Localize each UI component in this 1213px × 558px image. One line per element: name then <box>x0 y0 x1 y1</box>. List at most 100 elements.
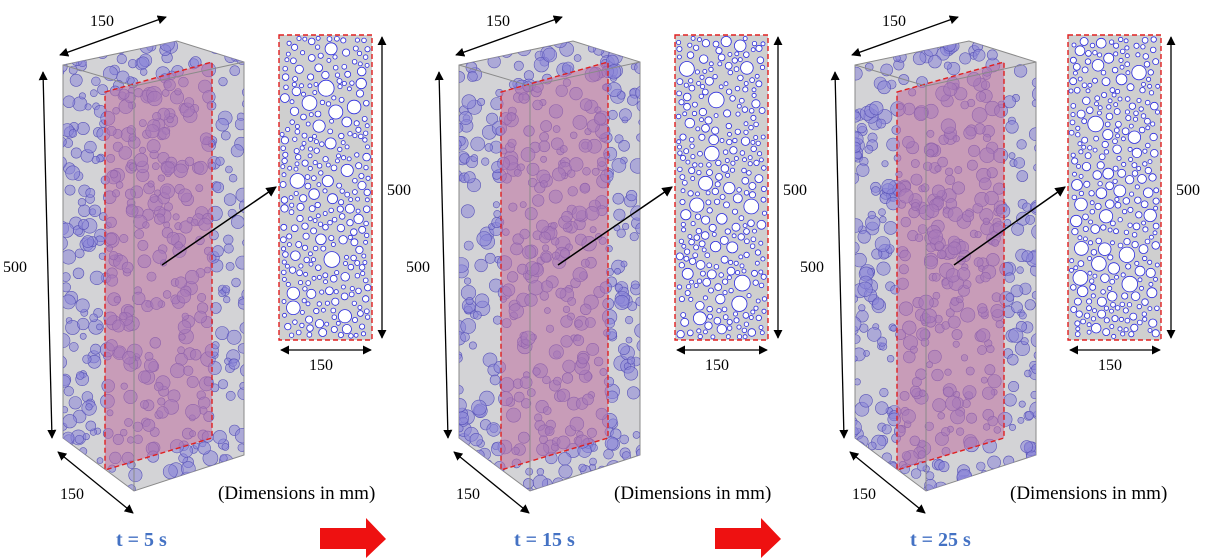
aggregate-particle <box>609 470 619 480</box>
section-particle <box>349 80 355 86</box>
aggregate-particle <box>1003 455 1015 467</box>
section-particle <box>305 121 311 127</box>
section-particle <box>1153 276 1158 282</box>
aggregate-particle <box>559 483 571 491</box>
aggregate-particle <box>231 215 244 229</box>
section-particle <box>340 140 346 146</box>
aggregate-particle <box>523 478 534 489</box>
aggregate-particle <box>588 41 597 45</box>
aggregate-particle <box>635 296 640 307</box>
section-particle <box>1083 312 1091 319</box>
section-particle <box>1133 110 1139 116</box>
section-particle <box>346 86 352 92</box>
aggregate-particle <box>63 406 69 414</box>
section-particle <box>678 99 685 106</box>
depth-dimension-arrow <box>455 15 563 57</box>
section-particle <box>755 140 761 146</box>
section-particle <box>696 328 702 334</box>
section-particle <box>335 320 341 326</box>
aggregate-particle <box>223 296 231 304</box>
section-particle <box>305 315 314 324</box>
section-pointer-arrow <box>557 186 673 266</box>
section-particle <box>1102 129 1114 141</box>
section-particle <box>343 261 348 266</box>
section-particle <box>749 108 755 114</box>
section-particle <box>317 79 335 97</box>
aggregate-particle <box>637 45 640 57</box>
section-particle <box>733 317 740 324</box>
section-particle <box>296 269 303 277</box>
depth-label: 150 <box>90 13 114 30</box>
section-particle <box>752 228 757 234</box>
section-particle <box>718 84 724 90</box>
aggregate-particle <box>218 379 229 390</box>
section-particle <box>1113 127 1120 133</box>
section-particle <box>1089 208 1095 215</box>
section-particle <box>363 308 370 315</box>
section-particle <box>311 175 317 181</box>
aggregate-particle <box>1005 120 1019 134</box>
section-particle <box>690 221 696 227</box>
aggregate-particle <box>879 387 889 398</box>
aggregate-particle <box>486 422 501 437</box>
aggregate-particle <box>1003 393 1017 407</box>
section-particle <box>1107 285 1113 291</box>
section-particle <box>720 164 730 173</box>
section-particle <box>301 222 309 230</box>
aggregate-particle <box>63 294 76 310</box>
section-particle <box>1134 260 1140 266</box>
aggregate-particle <box>105 476 115 485</box>
aggregate-particle <box>215 117 230 132</box>
aggregate-particle <box>954 481 966 491</box>
aggregate-particle <box>523 70 534 81</box>
section-particle <box>355 162 363 170</box>
cross-section-view <box>1067 34 1162 341</box>
width-dimension-arrow <box>57 451 134 514</box>
section-particle <box>683 248 691 255</box>
section-particle <box>353 120 360 127</box>
units-note: (Dimensions in mm) <box>614 483 771 504</box>
section-particle <box>1115 133 1121 139</box>
section-particle <box>691 110 698 117</box>
section-particle <box>681 180 688 186</box>
section-particle <box>683 82 689 88</box>
section-particle <box>1097 181 1103 187</box>
section-particle <box>281 172 287 178</box>
section-particle <box>1136 319 1143 326</box>
section-particle <box>676 284 683 290</box>
section-particle <box>751 87 757 93</box>
section-particle <box>318 170 324 176</box>
aggregate-particle <box>870 186 881 196</box>
section-particle <box>363 188 371 196</box>
section-particle <box>1084 58 1092 65</box>
aggregate-particle <box>855 419 862 436</box>
section-particle <box>1105 199 1115 209</box>
section-particle <box>705 199 712 206</box>
section-particle <box>346 219 354 227</box>
section-particle <box>1079 37 1089 46</box>
section-particle <box>314 319 325 329</box>
section-particle <box>1093 135 1099 142</box>
section-particle <box>1150 101 1159 111</box>
section-particle <box>1142 226 1149 233</box>
aggregate-particle <box>492 201 500 209</box>
aggregate-particle <box>858 304 866 312</box>
aggregate-particle <box>1029 401 1036 417</box>
section-particle <box>1127 146 1133 152</box>
aggregate-particle <box>477 98 486 107</box>
section-particle <box>1114 305 1121 311</box>
aggregate-particle <box>1033 351 1036 360</box>
section-particle <box>753 121 759 128</box>
section-particle <box>1073 265 1079 271</box>
aggregate-particle <box>876 118 886 129</box>
section-particle <box>708 66 714 73</box>
section-particle <box>336 182 343 189</box>
aggregate-particle <box>63 61 68 73</box>
section-particle <box>325 101 332 107</box>
section-particle <box>363 165 369 171</box>
section-particle <box>1116 155 1122 161</box>
aggregate-particle <box>622 466 632 476</box>
section-particle <box>685 159 691 165</box>
section-particle <box>327 128 334 135</box>
section-particle <box>301 132 308 139</box>
